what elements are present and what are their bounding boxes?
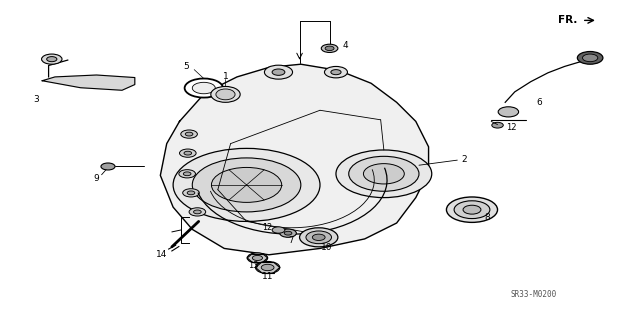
Circle shape: [179, 170, 195, 178]
Circle shape: [492, 122, 503, 128]
Text: FR.: FR.: [558, 15, 577, 26]
Circle shape: [498, 107, 518, 117]
Circle shape: [184, 78, 223, 98]
Circle shape: [211, 167, 282, 202]
Text: 3: 3: [33, 95, 38, 104]
Circle shape: [325, 46, 334, 50]
Text: 9: 9: [93, 174, 99, 183]
Circle shape: [454, 201, 490, 219]
Circle shape: [582, 54, 598, 62]
Polygon shape: [42, 75, 135, 90]
Text: SR33-M0200: SR33-M0200: [511, 290, 557, 299]
Circle shape: [179, 149, 196, 157]
Text: 6: 6: [536, 98, 542, 107]
Ellipse shape: [216, 89, 235, 100]
Circle shape: [264, 65, 292, 79]
Circle shape: [306, 231, 332, 244]
Circle shape: [272, 69, 285, 75]
Circle shape: [192, 158, 301, 212]
Circle shape: [349, 156, 419, 191]
Circle shape: [185, 132, 193, 136]
Text: 2: 2: [461, 155, 467, 164]
Circle shape: [272, 227, 285, 233]
Text: 11: 11: [262, 272, 273, 281]
Text: 7: 7: [289, 236, 294, 245]
Text: 1: 1: [223, 72, 228, 81]
Circle shape: [193, 210, 201, 214]
Circle shape: [184, 151, 191, 155]
Text: 14: 14: [156, 250, 167, 259]
Circle shape: [47, 56, 57, 62]
Circle shape: [173, 148, 320, 221]
Circle shape: [247, 253, 268, 263]
Ellipse shape: [211, 86, 240, 102]
Circle shape: [280, 229, 296, 237]
Polygon shape: [161, 64, 429, 255]
Circle shape: [180, 130, 197, 138]
Circle shape: [183, 172, 191, 176]
Circle shape: [187, 191, 195, 195]
Circle shape: [324, 66, 348, 78]
Circle shape: [42, 54, 62, 64]
Circle shape: [255, 262, 280, 273]
Text: 13: 13: [248, 261, 259, 271]
Circle shape: [321, 44, 338, 52]
Circle shape: [189, 208, 205, 216]
Circle shape: [331, 70, 341, 75]
Text: 4: 4: [343, 41, 348, 50]
Circle shape: [182, 189, 199, 197]
Text: 10: 10: [321, 243, 332, 252]
Circle shape: [300, 228, 338, 247]
Circle shape: [252, 256, 262, 261]
Text: 12: 12: [506, 123, 517, 132]
Text: 8: 8: [484, 213, 490, 222]
Circle shape: [101, 163, 115, 170]
Circle shape: [261, 264, 274, 271]
Circle shape: [284, 231, 292, 235]
Circle shape: [463, 205, 481, 214]
Circle shape: [577, 51, 603, 64]
Circle shape: [192, 82, 215, 94]
Circle shape: [336, 150, 432, 197]
Circle shape: [364, 164, 404, 184]
Circle shape: [447, 197, 497, 222]
Text: 5: 5: [183, 62, 189, 71]
Text: 12: 12: [262, 223, 273, 232]
Circle shape: [312, 234, 325, 241]
